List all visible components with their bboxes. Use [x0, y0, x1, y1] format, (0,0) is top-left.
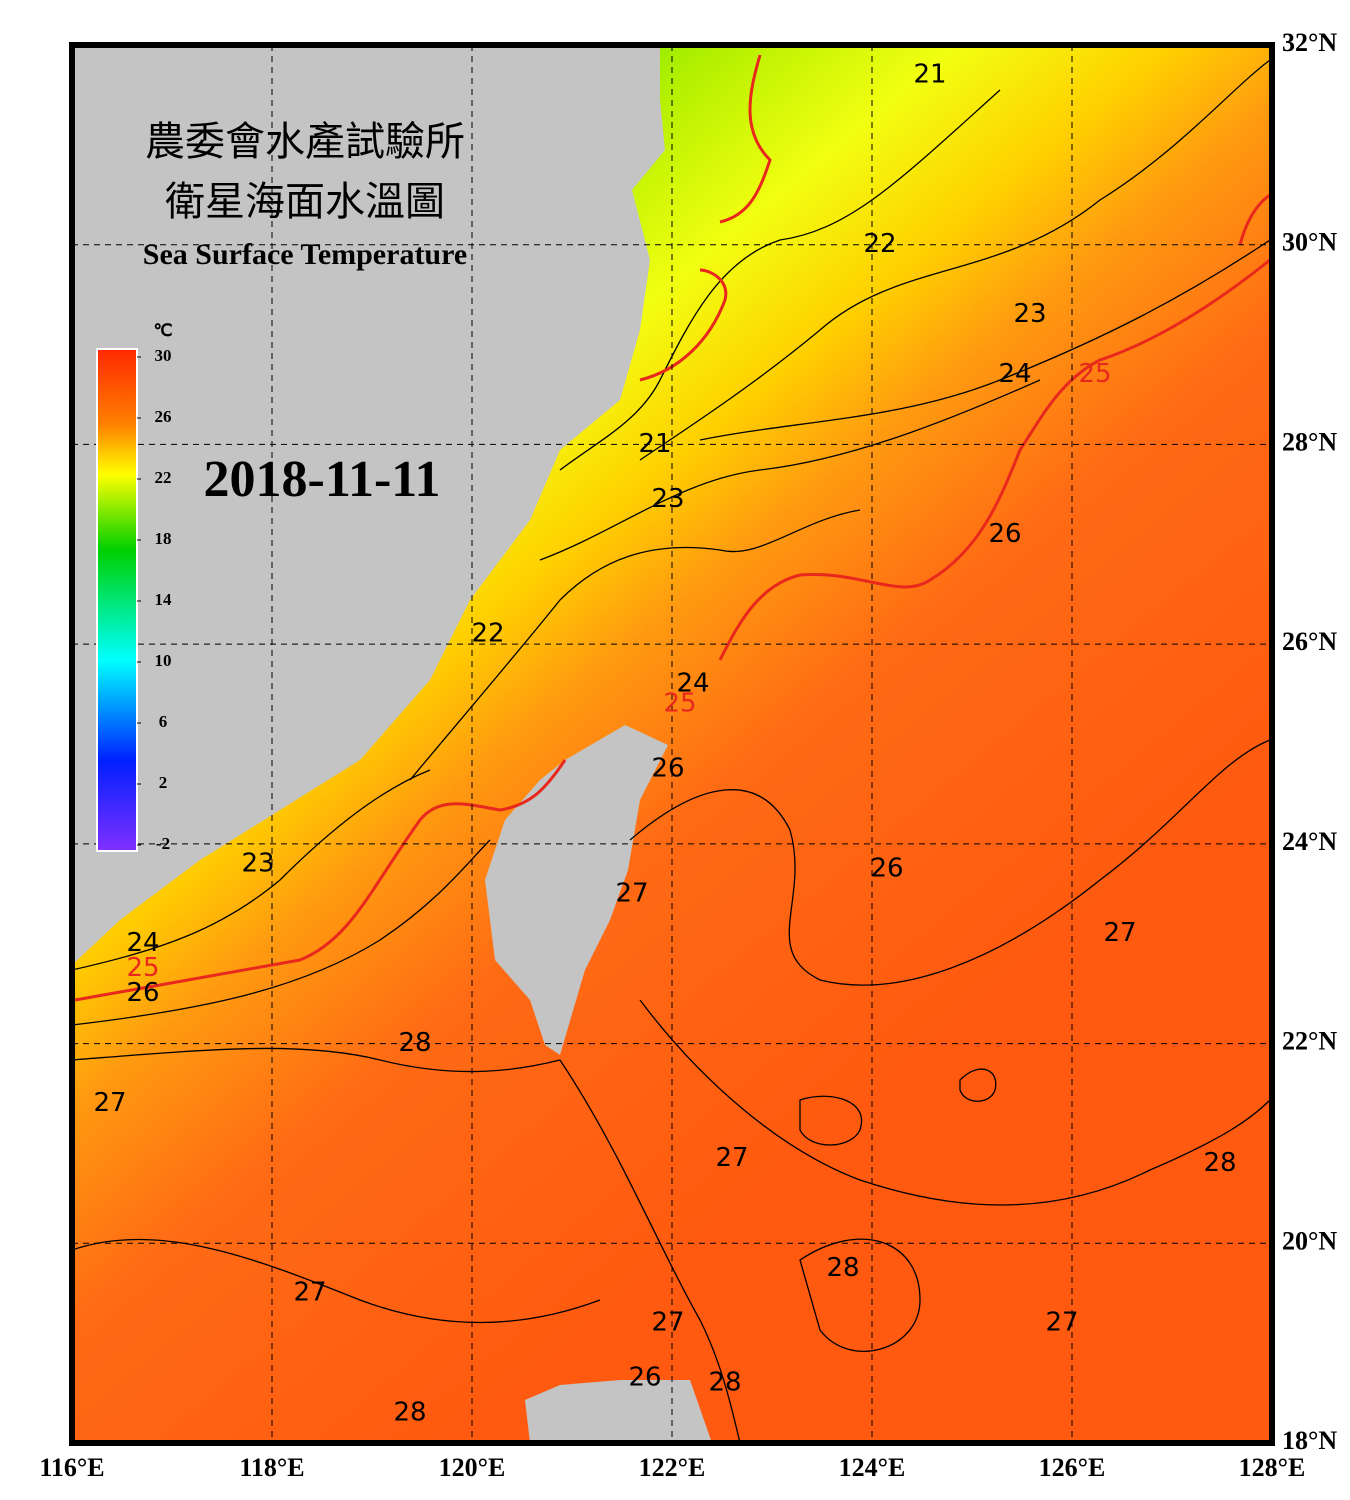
contour-label: 21	[638, 429, 671, 459]
y-tick-label: 20°N	[1282, 1226, 1337, 1255]
contour-label: 22	[471, 619, 504, 649]
contour-label: 26	[126, 978, 159, 1008]
contour-label: 27	[715, 1143, 748, 1173]
contour-label: 25	[1078, 359, 1111, 389]
contour-25	[74, 54, 1271, 1002]
contour-label: 24	[998, 359, 1031, 389]
contour-label: 28	[826, 1253, 859, 1283]
x-tick-label: 122°E	[639, 1453, 706, 1482]
contour-label: 28	[398, 1028, 431, 1058]
contour-label: 21	[913, 59, 946, 89]
contour-label: 28	[1203, 1148, 1236, 1178]
y-tick-label: 22°N	[1282, 1027, 1337, 1056]
contour-label: 27	[1045, 1308, 1078, 1338]
contour-label: 26	[870, 853, 903, 883]
contour-label: 27	[1103, 918, 1136, 948]
land-china	[72, 45, 665, 965]
contour-label: 23	[651, 484, 684, 514]
contour-label: 27	[651, 1308, 684, 1338]
y-tick-label: 24°N	[1282, 827, 1337, 856]
contour-label: 26	[651, 753, 684, 783]
contour-label: 27	[293, 1278, 326, 1308]
colorbar-tick-label: 10	[155, 651, 172, 670]
x-tick-label: 126°E	[1039, 1453, 1106, 1482]
frame	[69, 42, 1275, 1446]
contours	[72, 59, 1271, 1443]
contour-label: 26	[988, 519, 1021, 549]
colorbar-unit: ℃	[153, 321, 172, 340]
colorbar-tick-label: 6	[159, 712, 168, 731]
x-tick-label: 124°E	[839, 1453, 906, 1482]
title-zh-1: 農委會水產試驗所	[145, 119, 465, 165]
colorbar-tick-label: 14	[155, 590, 173, 609]
contour-label: 27	[615, 878, 648, 908]
x-tick-label: 116°E	[39, 1453, 104, 1482]
contour-label: 28	[708, 1368, 741, 1398]
contour-label: 28	[393, 1398, 426, 1428]
x-tick-label: 120°E	[439, 1453, 506, 1482]
colorbar-tick-label: 30	[155, 346, 172, 365]
x-tick-label: 118°E	[239, 1453, 304, 1482]
y-tick-label: 32°N	[1282, 28, 1337, 57]
colorbar-tick-label: 22	[155, 468, 172, 487]
land-luzon	[525, 1380, 712, 1443]
y-tick-label: 18°N	[1282, 1426, 1337, 1455]
date: 2018-11-11	[204, 451, 441, 508]
contour-label: 25	[663, 689, 696, 719]
colorbar-tick-label: 2	[159, 773, 168, 792]
title: Sea Surface Temperature	[143, 238, 467, 271]
colorbar-tick-label: 18	[155, 529, 172, 548]
x-tick-label: 128°E	[1239, 1453, 1306, 1482]
contour-label: 27	[93, 1088, 126, 1118]
y-tick-label: 26°N	[1282, 627, 1337, 656]
contour-label: 24	[676, 669, 709, 699]
colorbar-tick-label: -2	[156, 834, 170, 853]
contour-label: 24	[126, 928, 159, 958]
title-zh-2: 衛星海面水溫圖	[165, 179, 445, 225]
land-taiwan	[485, 725, 668, 1055]
contour-label: 22	[863, 229, 896, 259]
contour-label: 26	[628, 1363, 661, 1393]
contour-label: 25	[126, 953, 159, 983]
colorbar-tick-label: 26	[155, 407, 172, 426]
contour-label: 23	[241, 848, 274, 878]
y-tick-label: 30°N	[1282, 228, 1337, 257]
y-tick-label: 28°N	[1282, 427, 1337, 456]
contour-label: 23	[1013, 299, 1046, 329]
colorbar	[96, 348, 138, 852]
